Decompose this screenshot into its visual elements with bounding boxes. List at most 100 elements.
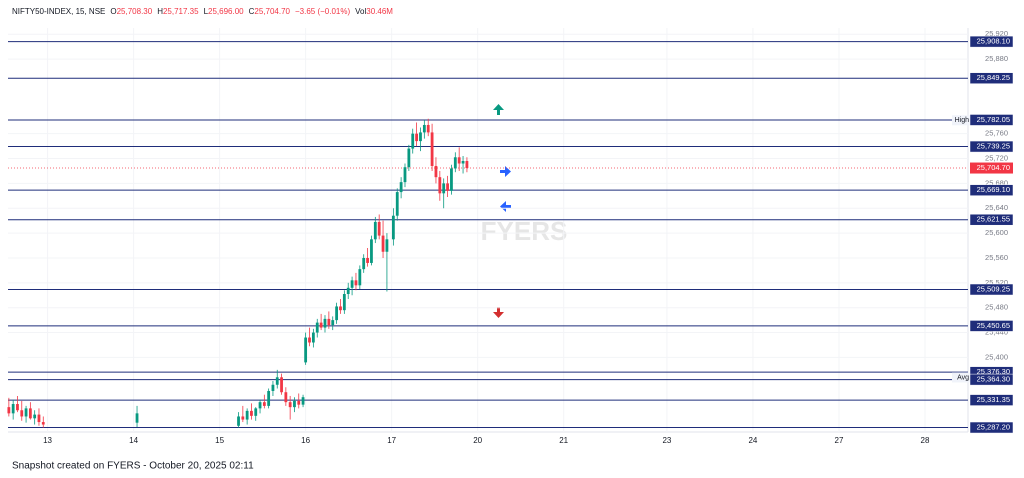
field-value: −3.65 (−0.01%) [295, 7, 350, 16]
footer: Snapshot created on FYERS - October 20, … [12, 461, 254, 472]
candle-body [33, 414, 37, 419]
candle-body [24, 408, 28, 417]
level-label: 25,849.25 [977, 73, 1010, 82]
level-label-box [969, 35, 1014, 48]
x-tick-label: 28 [921, 436, 930, 445]
x-tick-label: 23 [662, 436, 671, 445]
candle-body [430, 132, 434, 166]
candle-body [280, 377, 283, 393]
candle-body [465, 161, 469, 169]
y-tick-label: 25,640 [985, 203, 1008, 212]
candle-body [250, 410, 253, 416]
candle-body [267, 390, 271, 406]
field-key: H [157, 7, 163, 16]
y-tick-label: 25,880 [985, 54, 1008, 63]
level-label: 25,509.25 [977, 284, 1010, 293]
candle-body [311, 332, 315, 343]
level-label: 25,364.30 [977, 375, 1010, 384]
field-value: 25,717.35 [163, 7, 199, 16]
level-label-box [969, 72, 1014, 84]
y-tick-label: 25,480 [985, 303, 1008, 312]
level-label: 25,287.20 [977, 423, 1010, 432]
candle-body [450, 168, 453, 191]
candle-body [350, 280, 354, 288]
candle-body [354, 280, 358, 286]
x-tick-label: 15 [215, 436, 224, 445]
candle-body [446, 183, 449, 191]
arrow-left [500, 201, 511, 212]
candle-body [358, 269, 362, 286]
candle-body [362, 257, 366, 270]
level-label: 25,376.30 [977, 367, 1010, 376]
candle-body [241, 416, 245, 420]
candle-body [407, 148, 411, 168]
marker-name: High [955, 117, 970, 124]
candle-body [395, 192, 399, 216]
candle-body [301, 397, 305, 405]
y-tick-label: 25,720 [985, 154, 1008, 163]
y-tick-label: 25,600 [985, 228, 1008, 237]
candle-body [331, 320, 335, 326]
arrow-up [493, 104, 504, 115]
level-label: 25,669.10 [977, 185, 1010, 194]
candle-body [237, 416, 240, 426]
level-label-box [969, 114, 1014, 126]
candle-body [293, 400, 296, 408]
candle-body [461, 161, 465, 164]
field-value: 25,708.30 [117, 7, 153, 16]
candle-body [41, 422, 45, 425]
candle-body [339, 306, 342, 311]
candle-body [304, 337, 308, 363]
candle-body [419, 132, 422, 142]
candle-body [297, 400, 301, 405]
header: NIFTY50-INDEX, 15, NSE O 25,708.30 H 25,717.… [12, 7, 393, 16]
candle-body [288, 402, 292, 408]
candle-body [342, 294, 346, 311]
candle-body [373, 221, 377, 240]
candle-body [391, 215, 395, 240]
y-tick-label: 25,760 [985, 129, 1008, 138]
candle-body [7, 407, 11, 414]
candle-body [399, 182, 403, 193]
candle-body [323, 318, 327, 328]
candle-body [442, 183, 446, 194]
level-label: 25,621.55 [977, 215, 1010, 224]
candle-body [385, 239, 389, 252]
candle-body [275, 377, 279, 385]
candle-body [245, 410, 249, 420]
candle-body [258, 402, 262, 409]
candle-body [327, 318, 331, 326]
field-key: C [249, 7, 255, 16]
level-label: 25,331.35 [977, 395, 1010, 404]
x-tick-label: 17 [387, 436, 396, 445]
y-tick-label: 25,560 [985, 253, 1008, 262]
candle-body [11, 404, 15, 414]
x-tick-label: 21 [559, 436, 568, 445]
candle-body [16, 404, 19, 411]
x-tick-label: 20 [473, 436, 482, 445]
candle-body [411, 133, 415, 149]
level-label-box [969, 140, 1014, 153]
y-tick-label: 25,680 [985, 178, 1008, 187]
candle-body [434, 165, 438, 178]
candle-body [254, 408, 258, 416]
candle-body [457, 157, 461, 164]
candle-body [308, 337, 311, 343]
candle-body [262, 402, 266, 406]
candle-body [284, 392, 288, 403]
level-label-box [969, 394, 1014, 406]
level-label-box [969, 283, 1014, 296]
field-key: L [204, 7, 209, 16]
field-key: O [110, 7, 116, 16]
field-value: 25,704.70 [254, 7, 290, 16]
x-tick-label: 27 [835, 436, 844, 445]
watermark: FYERS [481, 216, 568, 246]
field-key: Vol [355, 7, 366, 16]
candle-body [381, 235, 385, 252]
candle-body [415, 133, 419, 142]
x-tick-label: 16 [301, 436, 310, 445]
x-tick-label: 13 [43, 436, 52, 445]
